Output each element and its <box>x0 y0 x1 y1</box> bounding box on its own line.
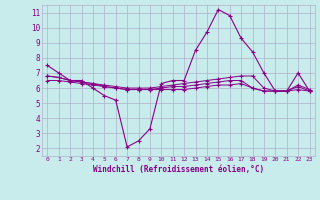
X-axis label: Windchill (Refroidissement éolien,°C): Windchill (Refroidissement éolien,°C) <box>93 165 264 174</box>
